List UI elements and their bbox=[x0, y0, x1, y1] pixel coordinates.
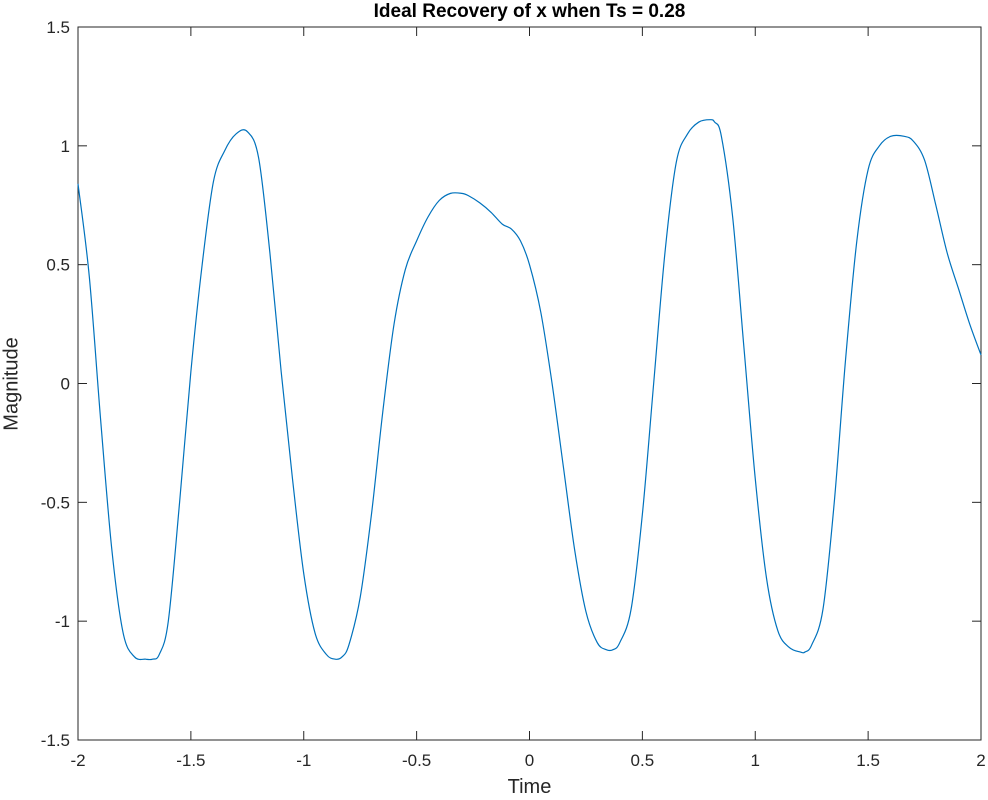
series-line bbox=[77, 119, 982, 661]
x-axis-label: Time bbox=[507, 776, 552, 798]
y-tick-label: 1.5 bbox=[46, 18, 70, 37]
x-axis: -2 -1.5 -1 -0.5 0 0.5 1 1.5 2 bbox=[70, 27, 986, 770]
x-tick-label: 1.5 bbox=[856, 751, 880, 770]
x-tick-label: 0 bbox=[525, 751, 534, 770]
x-tick-label: 2 bbox=[976, 751, 985, 770]
y-axis-label: Magnitude bbox=[0, 337, 23, 431]
x-tick-label: -0.5 bbox=[402, 751, 431, 770]
y-tick-label: 1 bbox=[61, 137, 70, 156]
chart-title: Ideal Recovery of x when Ts = 0.28 bbox=[373, 1, 686, 22]
y-tick-label: -1.5 bbox=[41, 731, 70, 750]
x-tick-label: -2 bbox=[70, 751, 85, 770]
x-tick-label: -1 bbox=[296, 751, 311, 770]
y-tick-label: 0.5 bbox=[46, 256, 70, 275]
y-tick-label: 0 bbox=[61, 375, 70, 394]
y-axis: -1.5 -1 -0.5 0 0.5 1 1.5 bbox=[41, 18, 981, 750]
axes-box bbox=[77, 26, 982, 741]
x-tick-label: -1.5 bbox=[176, 751, 205, 770]
x-tick-label: 0.5 bbox=[631, 751, 655, 770]
y-tick-label: -1 bbox=[55, 612, 70, 631]
y-tick-label: -0.5 bbox=[41, 493, 70, 512]
x-tick-label: 1 bbox=[751, 751, 760, 770]
